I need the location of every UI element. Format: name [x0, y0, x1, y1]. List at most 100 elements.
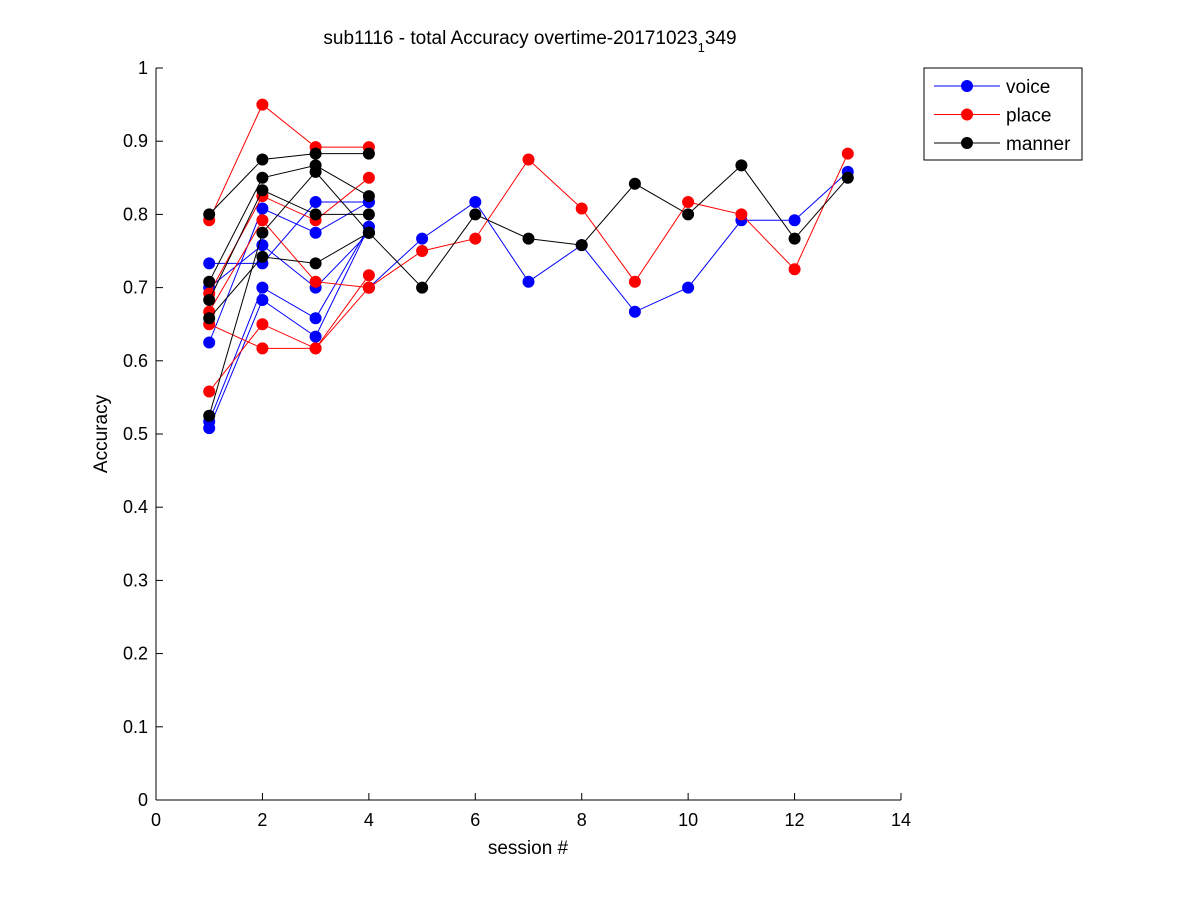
y-tick-label-3: 0.3 [123, 570, 148, 590]
data-point-voice-0-2 [309, 196, 322, 208]
y-tick-label-10: 1 [138, 58, 148, 78]
data-point-manner-12-3 [362, 147, 375, 160]
chart-title: sub1116 - total Accuracy overtime-201710… [323, 28, 736, 55]
data-point-place-11-1 [416, 245, 429, 257]
data-point-manner-16-2 [309, 165, 322, 178]
y-tick-label-9: 0.9 [123, 131, 148, 151]
data-point-place-11-8 [788, 263, 801, 276]
data-point-manner-17-1 [416, 281, 429, 294]
data-point-voice-5-8 [788, 214, 801, 227]
data-point-place-11-3 [522, 153, 535, 166]
y-axis-label: Accuracy [91, 394, 112, 473]
data-point-place-8-0 [203, 385, 216, 398]
data-point-voice-2-1 [256, 294, 269, 306]
series-line-place-8 [208, 274, 370, 392]
series-line-manner-13 [208, 164, 370, 282]
data-point-manner-15-2 [309, 257, 322, 270]
chart-title-main: sub1116 - total Accuracy overtime-201710… [323, 28, 697, 49]
series-line-manner-12 [208, 153, 369, 215]
x-tick-label-3: 6 [470, 810, 480, 830]
y-tick-label-5: 0.5 [123, 424, 148, 444]
data-point-voice-1-0 [203, 336, 216, 349]
data-point-voice-5-3 [522, 275, 535, 288]
legend-items: voice place manner [934, 77, 1071, 155]
data-point-place-11-4 [575, 202, 588, 215]
x-tick-label-7: 14 [891, 810, 911, 830]
data-point-voice-1-1 [256, 202, 269, 215]
y-tick-label-7: 0.7 [123, 278, 148, 298]
data-point-manner-15-1 [256, 250, 269, 263]
data-point-manner-17-4 [575, 239, 588, 252]
series-line-place-9 [208, 287, 370, 349]
series-line-voice-5 [368, 171, 849, 313]
data-point-manner-12-1 [256, 153, 269, 166]
legend-box [923, 67, 1083, 161]
data-point-voice-1-2 [309, 226, 322, 239]
series-line-voice-3 [208, 226, 370, 422]
y-tick-label-0: 0 [138, 790, 148, 810]
data-point-place-9-1 [256, 342, 269, 355]
y-tick-label-2: 0.2 [123, 644, 148, 664]
data-point-manner-17-6 [682, 208, 695, 221]
legend-label-voice: voice [1006, 77, 1050, 98]
x-tick-label-2: 4 [364, 810, 374, 830]
data-point-voice-5-1 [416, 232, 429, 245]
y-tick-label-8: 0.8 [123, 204, 148, 224]
data-point-voice-5-5 [628, 305, 641, 318]
data-point-place-6-1 [256, 98, 269, 111]
data-point-voice-3-2 [309, 312, 322, 325]
series-layer [203, 98, 854, 435]
data-point-place-7-3 [362, 171, 375, 184]
data-point-place-11-9 [841, 147, 854, 160]
legend-marker-place [961, 108, 973, 121]
data-point-voice-0-0 [203, 257, 216, 270]
data-point-manner-17-8 [788, 232, 801, 245]
data-point-manner-14-0 [203, 294, 216, 306]
data-point-manner-17-3 [522, 232, 535, 245]
legend-marker-voice [961, 80, 973, 92]
data-point-voice-2-2 [309, 330, 322, 343]
series-line-voice-2 [208, 226, 370, 429]
data-point-place-11-7 [735, 208, 748, 221]
series-line-voice-1 [208, 201, 370, 343]
data-point-manner-16-1 [256, 226, 269, 239]
data-point-voice-5-2 [469, 196, 482, 208]
y-tick-label-4: 0.4 [123, 497, 148, 517]
legend-label-place: place [1006, 106, 1051, 127]
legend: voice place manner [923, 67, 1083, 161]
legend-label-manner: manner [1006, 134, 1071, 155]
data-point-place-9-2 [309, 342, 322, 355]
data-point-manner-12-2 [309, 147, 322, 160]
data-point-manner-16-0 [203, 409, 216, 422]
data-point-manner-12-0 [203, 208, 216, 221]
series-line-manner-17 [368, 164, 849, 289]
ticks-layer: 0 2 4 6 8 10 12 14 0 0.1 0.2 0.3 0.4 0.5 0.6 0.7 0.8 0.9 1 [123, 58, 911, 830]
data-point-place-11-6 [682, 196, 695, 208]
data-point-voice-3-1 [256, 281, 269, 294]
data-point-manner-15-0 [203, 312, 216, 325]
x-tick-label-1: 2 [257, 810, 267, 830]
x-tick-label-4: 8 [577, 810, 587, 830]
y-tick-label-1: 0.1 [123, 717, 148, 737]
plot-area [156, 68, 901, 800]
x-tick-label-6: 12 [785, 810, 805, 830]
data-point-place-8-3 [362, 269, 375, 282]
data-point-place-11-0 [362, 281, 375, 294]
data-point-manner-14-2 [309, 208, 322, 221]
data-point-place-11-2 [469, 232, 482, 245]
x-tick-label-0: 0 [151, 810, 161, 830]
data-point-manner-14-1 [256, 184, 269, 197]
chart-title-suffix: 349 [705, 28, 737, 49]
data-point-manner-17-5 [628, 177, 641, 190]
data-point-manner-13-0 [203, 275, 216, 288]
data-point-manner-13-3 [362, 190, 375, 203]
data-point-manner-13-1 [256, 171, 269, 184]
data-point-manner-14-3 [362, 208, 375, 221]
data-point-place-11-5 [628, 275, 641, 288]
data-point-manner-17-9 [841, 171, 854, 184]
chart-title-subscript: 1 [698, 40, 705, 55]
x-axis-label: session # [488, 838, 569, 859]
data-point-manner-17-7 [735, 159, 748, 172]
series-line-manner-15 [208, 232, 370, 319]
